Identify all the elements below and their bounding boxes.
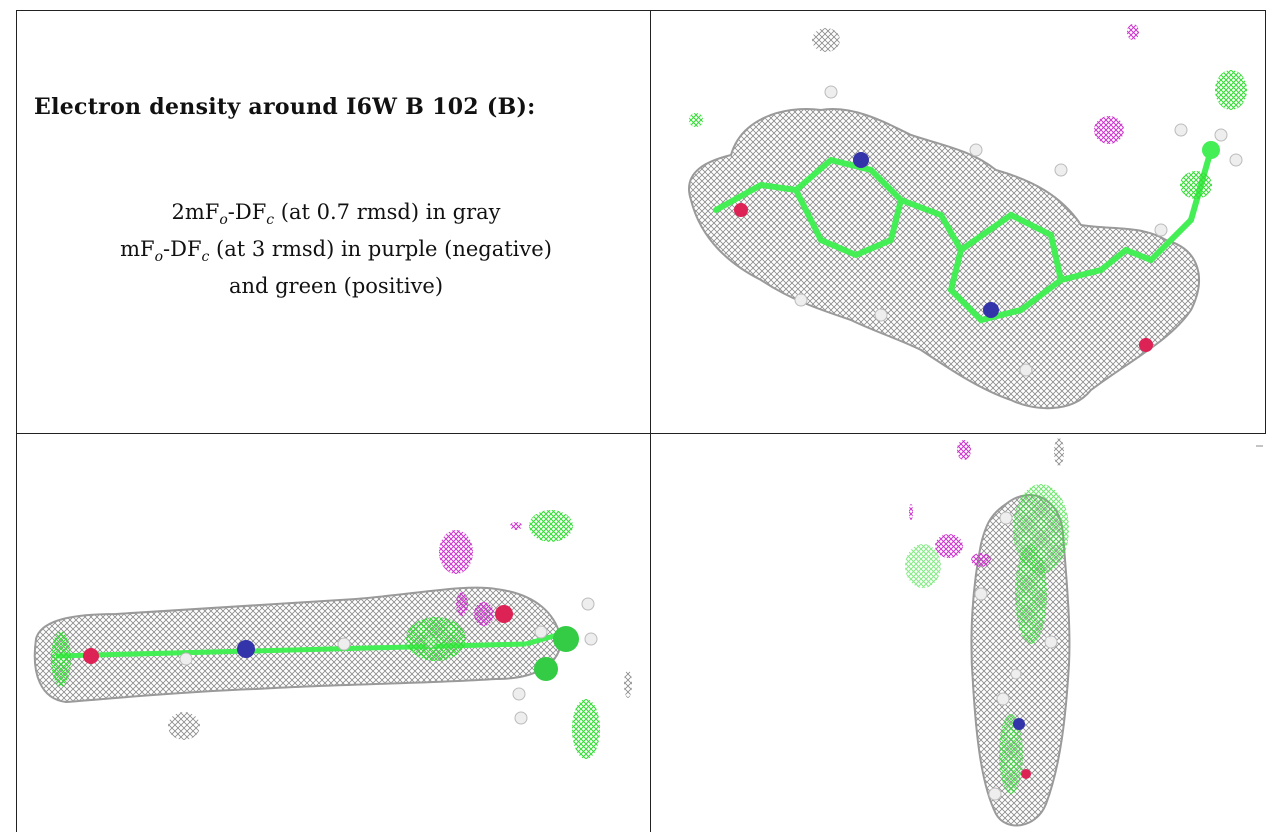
positive-difference-blob (905, 544, 941, 588)
positive-difference-blob (1215, 70, 1247, 110)
legend-line-positive: and green (positive) (228, 274, 444, 299)
caption-cell: Electron density around I6W B 102 (B): 2… (16, 10, 650, 432)
positive-difference-blob (1180, 171, 1212, 199)
table-border-left (16, 10, 17, 832)
positive-difference-blob (529, 510, 573, 542)
positive-difference-blob (51, 631, 71, 687)
oxygen-atom (1021, 769, 1031, 779)
density-render-top (688, 24, 1247, 410)
negative-difference-blob (1127, 24, 1139, 40)
legend-line-2fofc: 2mFo-DFc (at 0.7 rmsd) in gray (36, 198, 636, 235)
carbon-atom (553, 626, 579, 652)
legend-fofc-mid: -DF (163, 237, 202, 262)
carbon-atom (1202, 141, 1220, 159)
negative-difference-blob (957, 440, 971, 460)
legend-fofc-sub-c: c (201, 249, 210, 266)
negative-difference-blob (971, 553, 991, 567)
oxygen-atom (83, 648, 99, 664)
positive-difference-blob (689, 113, 703, 127)
density-fragment (1054, 438, 1064, 466)
table-border-right (1265, 10, 1266, 434)
positive-difference-blob (999, 714, 1023, 794)
negative-difference-blob (474, 602, 494, 626)
oxygen-atom (1139, 338, 1153, 352)
negative-difference-blob (510, 522, 522, 530)
legend-fofc-suffix: (at 3 rmsd) in purple (negative) (209, 237, 552, 262)
positive-difference-blob (406, 617, 466, 661)
density-render-end (905, 438, 1263, 827)
negative-difference-blob (909, 504, 913, 520)
negative-difference-blob (1094, 116, 1124, 144)
oxygen-atom (734, 203, 748, 217)
hydrogen-atoms (794, 85, 1243, 377)
legend-2fofc-mid: -DF (227, 200, 267, 224)
table-border-row-divider (16, 433, 1266, 434)
figure-legend: 2mFo-DFc (at 0.7 rmsd) in gray mFo-DFc (… (36, 198, 636, 301)
negative-difference-blob (439, 530, 473, 574)
density-2fofc-blob (688, 108, 1200, 410)
negative-difference-blob (456, 592, 468, 616)
density-fragment (624, 670, 632, 698)
carbon-atom (534, 657, 558, 681)
figure-table: Electron density around I6W B 102 (B): 2… (16, 10, 1266, 832)
legend-fofc-sub-o: o (154, 249, 164, 266)
nitrogen-atom (237, 640, 255, 658)
legend-fofc-prefix: mF (120, 237, 155, 262)
legend-2fofc-sub-c: c (266, 212, 275, 229)
density-fragment (812, 28, 840, 52)
negative-difference-blob (935, 534, 963, 558)
legend-line-fofc: mFo-DFc (at 3 rmsd) in purple (negative) (36, 235, 636, 272)
legend-2fofc-sub-o: o (219, 212, 228, 229)
nitrogen-atom (983, 302, 999, 318)
figure-title: Electron density around I6W B 102 (B): (34, 94, 536, 120)
legend-2fofc-prefix: 2mF (171, 200, 220, 224)
ligand-view-bottom-left (16, 434, 650, 832)
table-border-top (16, 10, 1266, 11)
density-render-side (33, 510, 632, 759)
oxygen-atom (495, 605, 513, 623)
ligand-view-bottom-right (651, 434, 1266, 832)
hydrogen-atoms (974, 511, 1058, 801)
density-fragment (168, 712, 200, 740)
legend-2fofc-suffix: (at 0.7 rmsd) in gray (274, 200, 501, 224)
nitrogen-atom (1013, 718, 1025, 730)
ligand-view-top-right (651, 10, 1266, 432)
positive-difference-blob (572, 699, 600, 759)
positive-difference-blob (1015, 544, 1047, 644)
nitrogen-atom (853, 152, 869, 168)
table-border-middle (650, 10, 651, 832)
